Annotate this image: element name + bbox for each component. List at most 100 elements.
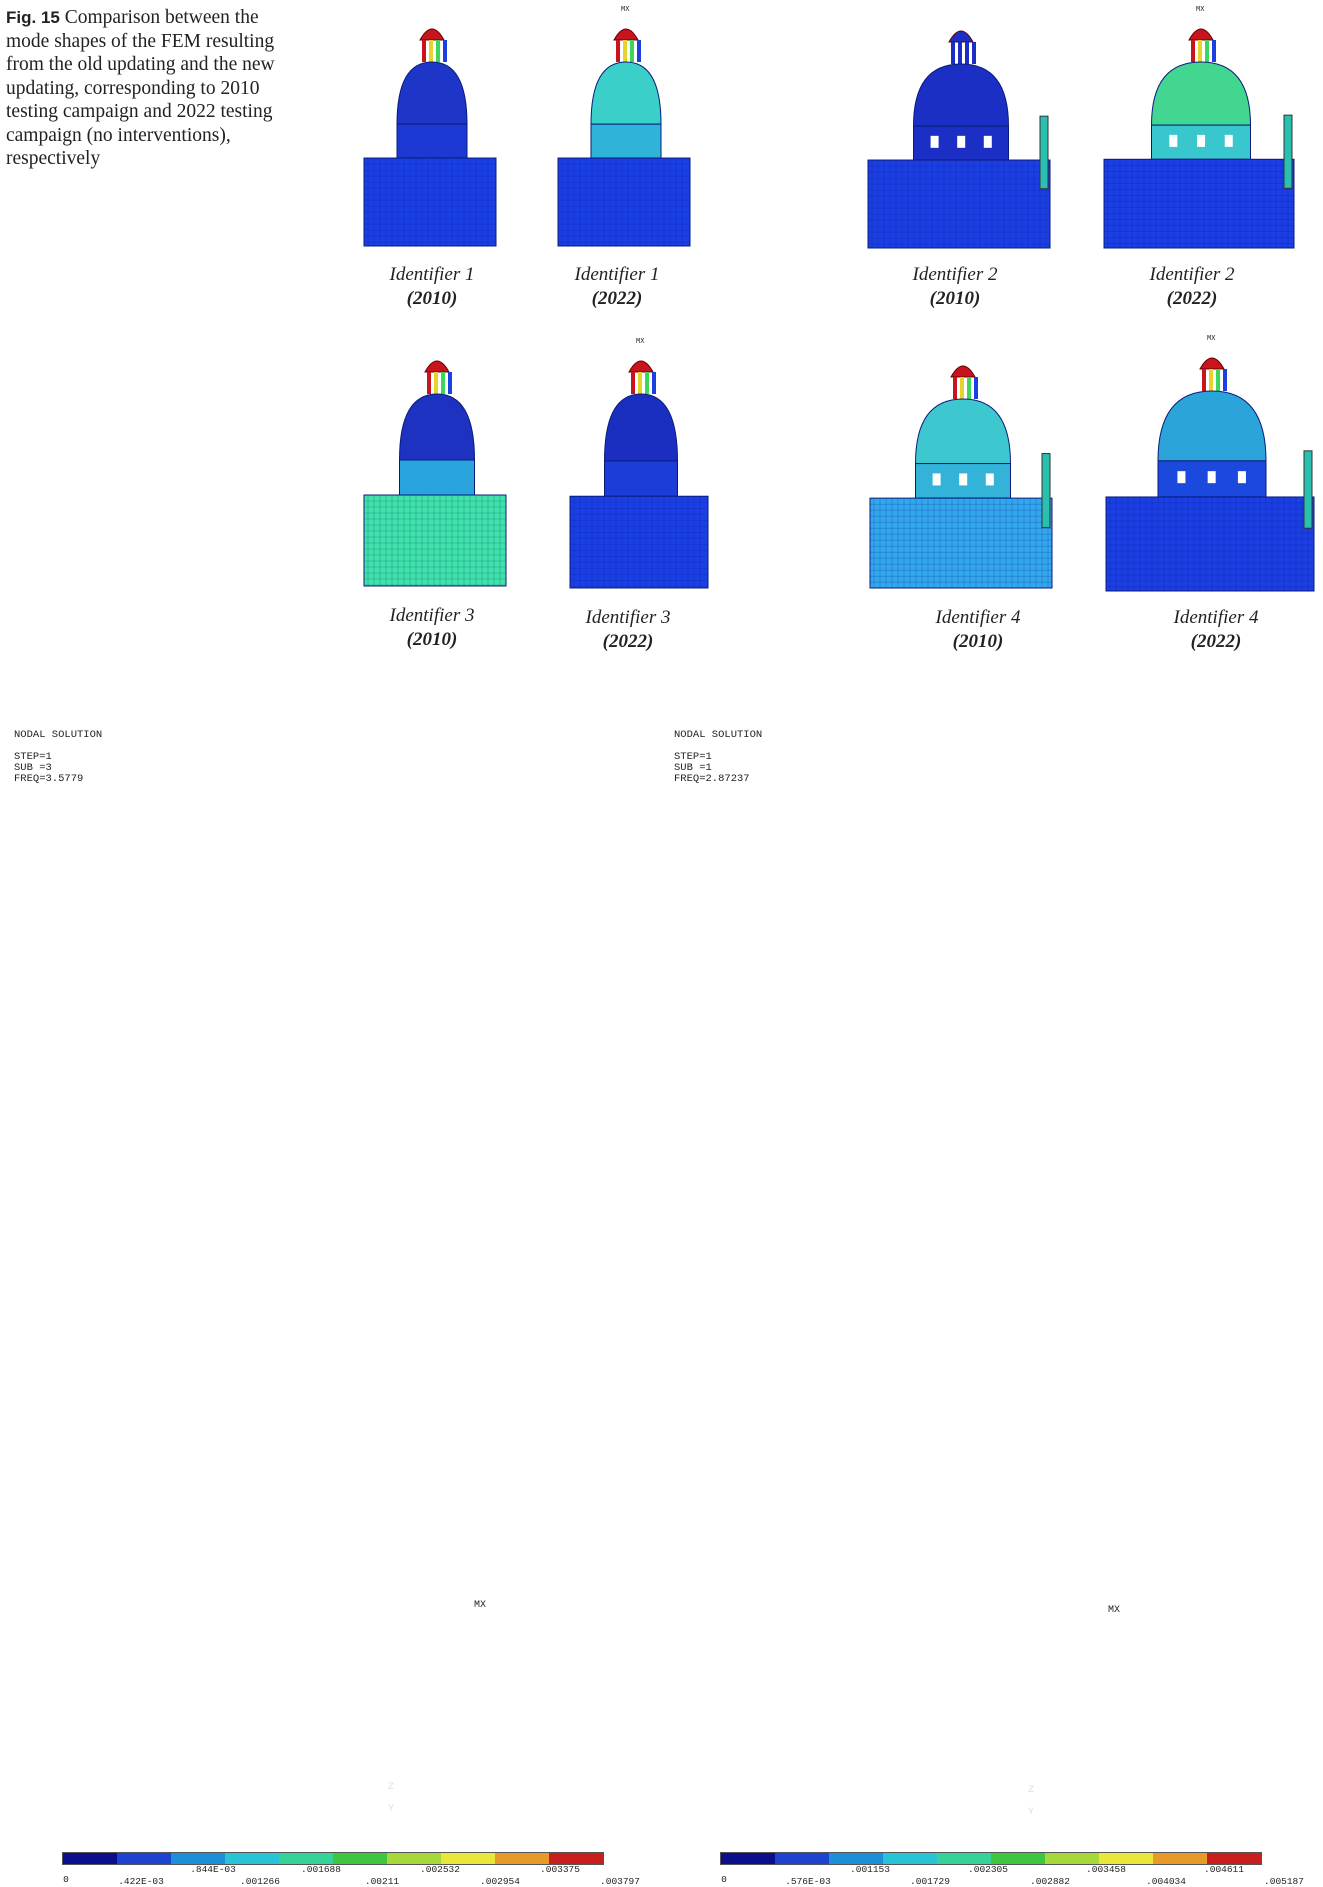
thumbnail-identifier: Identifier 1: [574, 264, 660, 285]
legend-swatch: [225, 1853, 279, 1864]
fem-thumbnail-model: [1105, 357, 1315, 592]
thumbnail-year: (2022): [1166, 288, 1218, 309]
thumbnail-label: Identifier 1 (2010): [362, 263, 502, 311]
fem-thumbnail-model: [363, 28, 497, 247]
legend-swatch: [333, 1853, 387, 1864]
tick-bottom: .422E-03: [118, 1876, 164, 1887]
mx-marker: MX: [1196, 6, 1205, 14]
fem-thumbnail-model: [869, 365, 1053, 589]
thumbnail-label: Identifier 3 (2010): [362, 604, 502, 652]
mx-marker: MX: [621, 6, 630, 14]
panel-header: NODAL SOLUTION STEP=1 SUB =1 FREQ=2.87237: [674, 708, 762, 796]
tick-bottom: .002954: [480, 1876, 520, 1887]
tick-bottom: .576E-03: [785, 1876, 831, 1887]
legend-swatch: [63, 1853, 117, 1864]
panel-freq: FREQ=2.87237: [674, 773, 750, 785]
fem-thumbnail-model: [1103, 28, 1295, 249]
axis-y-label: Y: [1028, 1807, 1035, 1818]
fem-thumbnail-model: [867, 30, 1051, 249]
thumbnail-label: Identifier 4 (2022): [1146, 606, 1286, 654]
legend-swatch: [441, 1853, 495, 1864]
thumbnail-year: (2010): [406, 629, 458, 650]
legend-swatch: [883, 1853, 937, 1864]
mx-marker: MX: [1207, 335, 1216, 343]
mode-shape-thumbnail: MX: [556, 6, 696, 250]
fem-model-right: [660, 700, 1318, 1186]
thumbnail-identifier: Identifier 3: [389, 605, 475, 626]
tick-bottom: 0: [721, 1874, 727, 1885]
tick-top: .003458: [1086, 1864, 1126, 1875]
legend-swatch: [117, 1853, 171, 1864]
mx-marker: MX: [1108, 1605, 1121, 1616]
panel-title: NODAL SOLUTION: [674, 729, 763, 741]
axis-y-label: Y: [388, 1804, 395, 1815]
thumbnail-year: (2022): [602, 631, 654, 652]
legend-swatch: [171, 1853, 225, 1864]
mx-marker: MX: [474, 1600, 487, 1611]
tick-top: .003375: [540, 1864, 580, 1875]
tick-top: .002305: [968, 1864, 1008, 1875]
panel-step: STEP=1: [14, 751, 52, 763]
panel-sub: SUB =3: [14, 762, 52, 774]
thumbnail-year: (2022): [1190, 631, 1242, 652]
legend-swatch: [1207, 1853, 1261, 1864]
mode-shape-thumbnail: MX: [1102, 6, 1300, 252]
tick-bottom: 0: [63, 1874, 69, 1885]
thumbnail-identifier: Identifier 3: [585, 607, 671, 628]
legend-swatch: [1045, 1853, 1099, 1864]
tick-top: .844E-03: [190, 1864, 236, 1875]
tick-bottom: .002882: [1030, 1876, 1070, 1887]
thumbnail-label: Identifier 3 (2022): [558, 606, 698, 654]
thumbnail-identifier: Identifier 4: [1173, 607, 1259, 628]
panel-freq: FREQ=3.5779: [14, 773, 84, 785]
thumbnail-year: (2010): [929, 288, 981, 309]
tick-top: .002532: [420, 1864, 460, 1875]
nodal-solution-panel-right: NODAL SOLUTION STEP=1 SUB =1 FREQ=2.87237…: [660, 700, 1318, 1887]
legend-swatch: [775, 1853, 829, 1864]
tick-bottom: .00211: [364, 1876, 400, 1887]
legend-swatch: [279, 1853, 333, 1864]
nodal-solution-panel-left: NODAL SOLUTION STEP=1 SUB =3 FREQ=3.5779 …: [0, 700, 658, 1887]
mode-shape-thumbnail: MX: [1104, 335, 1320, 595]
tick-bottom: .001729: [910, 1876, 950, 1887]
panel-sub: SUB =1: [674, 762, 712, 774]
legend-swatch: [721, 1853, 775, 1864]
mode-shape-thumbnail: MX: [568, 338, 714, 592]
fem-model-left: [0, 700, 658, 1186]
mode-shape-thumbnail: [866, 10, 1056, 252]
thumbnail-label: Identifier 2 (2022): [1122, 263, 1262, 311]
panel-title: NODAL SOLUTION: [14, 729, 103, 741]
thumbnail-label: Identifier 1 (2022): [547, 263, 687, 311]
legend-swatch: [1099, 1853, 1153, 1864]
axis-z-label: Z: [388, 1782, 395, 1793]
mode-shape-thumbnail: [362, 340, 512, 590]
axis-z-label: Z: [1028, 1785, 1035, 1796]
thumbnail-identifier: Identifier 2: [1149, 264, 1235, 285]
tick-bottom: .003797: [600, 1876, 640, 1887]
figure-caption: Fig. 15 Comparison between the mode shap…: [6, 6, 286, 171]
tick-top: .001153: [850, 1864, 890, 1875]
legend-swatch: [549, 1853, 603, 1864]
tick-bottom: .005187: [1264, 1876, 1304, 1887]
thumbnail-year: (2022): [591, 288, 643, 309]
legend-swatch: [1153, 1853, 1207, 1864]
figure-label: Fig. 15: [6, 8, 60, 27]
thumbnail-identifier: Identifier 2: [912, 264, 998, 285]
fem-thumbnail-model: [363, 360, 507, 587]
mode-shape-thumbnail: [868, 345, 1058, 592]
thumbnail-year: (2010): [952, 631, 1004, 652]
tick-top: .004611: [1204, 1864, 1244, 1875]
panel-header: NODAL SOLUTION STEP=1 SUB =3 FREQ=3.5779: [14, 708, 102, 796]
legend-swatch: [495, 1853, 549, 1864]
thumbnail-year: (2010): [406, 288, 458, 309]
legend-swatch: [387, 1853, 441, 1864]
tick-bottom: .001266: [240, 1876, 280, 1887]
panel-step: STEP=1: [674, 751, 712, 763]
mode-shape-thumbnail: [362, 8, 502, 250]
legend-swatch: [991, 1853, 1045, 1864]
legend-swatch: [829, 1853, 883, 1864]
thumbnail-label: Identifier 4 (2010): [908, 606, 1048, 654]
thumbnail-identifier: Identifier 1: [389, 264, 475, 285]
mx-marker: MX: [636, 338, 645, 346]
thumbnail-label: Identifier 2 (2010): [885, 263, 1025, 311]
